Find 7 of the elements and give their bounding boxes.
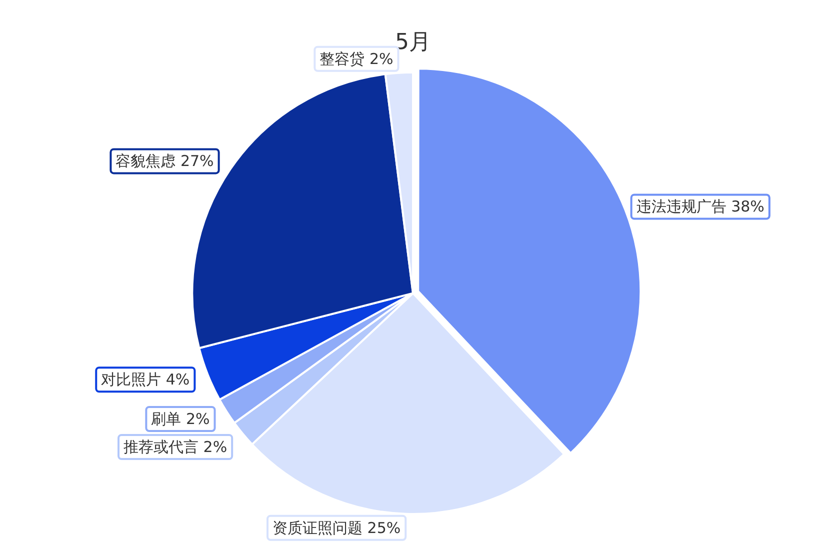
slice-label: 容貌焦虑 27% bbox=[116, 152, 214, 170]
slice-label: 推荐或代言 2% bbox=[124, 438, 228, 456]
slice-label: 对比照片 4% bbox=[101, 370, 190, 389]
slice-label: 违法违规广告 38% bbox=[636, 198, 764, 216]
slice-label: 资质证照问题 25% bbox=[272, 518, 401, 537]
slice-label: 整容贷 2% bbox=[320, 50, 394, 68]
slice-label: 刷单 2% bbox=[151, 410, 210, 428]
